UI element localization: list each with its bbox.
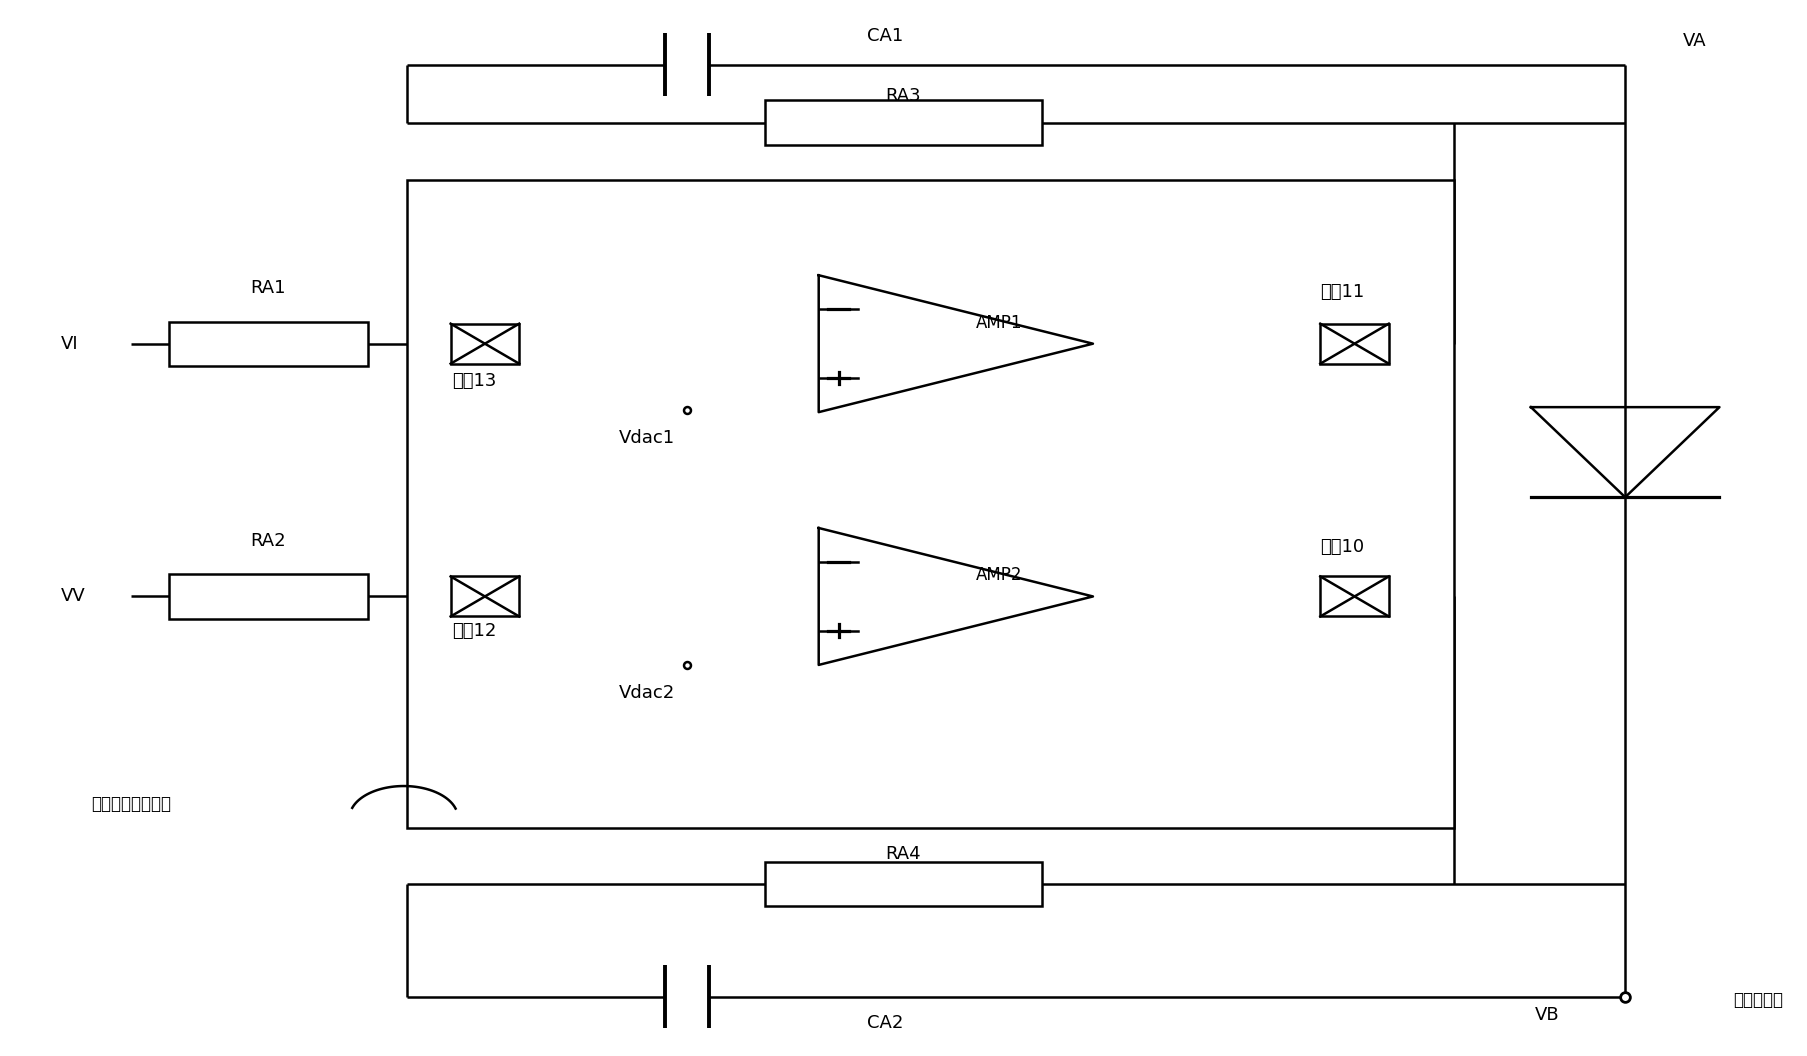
Text: RA2: RA2 [251, 531, 286, 549]
Text: CA1: CA1 [867, 27, 904, 45]
Bar [1321, 577, 1390, 617]
Text: 引脚13: 引脚13 [452, 372, 497, 390]
Text: 引脚10: 引脚10 [1319, 538, 1364, 555]
Text: Vdac2: Vdac2 [620, 684, 676, 702]
Bar [450, 324, 519, 363]
Text: VI: VI [61, 335, 78, 353]
Text: AMP1: AMP1 [976, 314, 1023, 332]
Bar [170, 322, 367, 365]
Text: 引脚11: 引脚11 [1319, 283, 1364, 301]
Bar [170, 574, 367, 619]
Bar [764, 862, 1043, 906]
Bar [407, 181, 1455, 828]
Text: VV: VV [61, 587, 85, 605]
Text: RA1: RA1 [251, 279, 286, 297]
Text: 引脚12: 引脚12 [452, 622, 497, 640]
Text: 接线性光耦: 接线性光耦 [1733, 991, 1784, 1008]
Bar [450, 577, 519, 617]
Bar [764, 100, 1043, 145]
Text: CA2: CA2 [867, 1014, 904, 1032]
Text: 微控制器内部电路: 微控制器内部电路 [92, 795, 172, 813]
Text: Vdac1: Vdac1 [620, 430, 676, 448]
Text: VB: VB [1536, 1005, 1559, 1023]
Text: RA3: RA3 [885, 88, 922, 106]
Bar [1321, 324, 1390, 363]
Text: RA4: RA4 [885, 846, 922, 864]
Text: AMP2: AMP2 [976, 566, 1023, 584]
Text: VA: VA [1682, 33, 1706, 51]
